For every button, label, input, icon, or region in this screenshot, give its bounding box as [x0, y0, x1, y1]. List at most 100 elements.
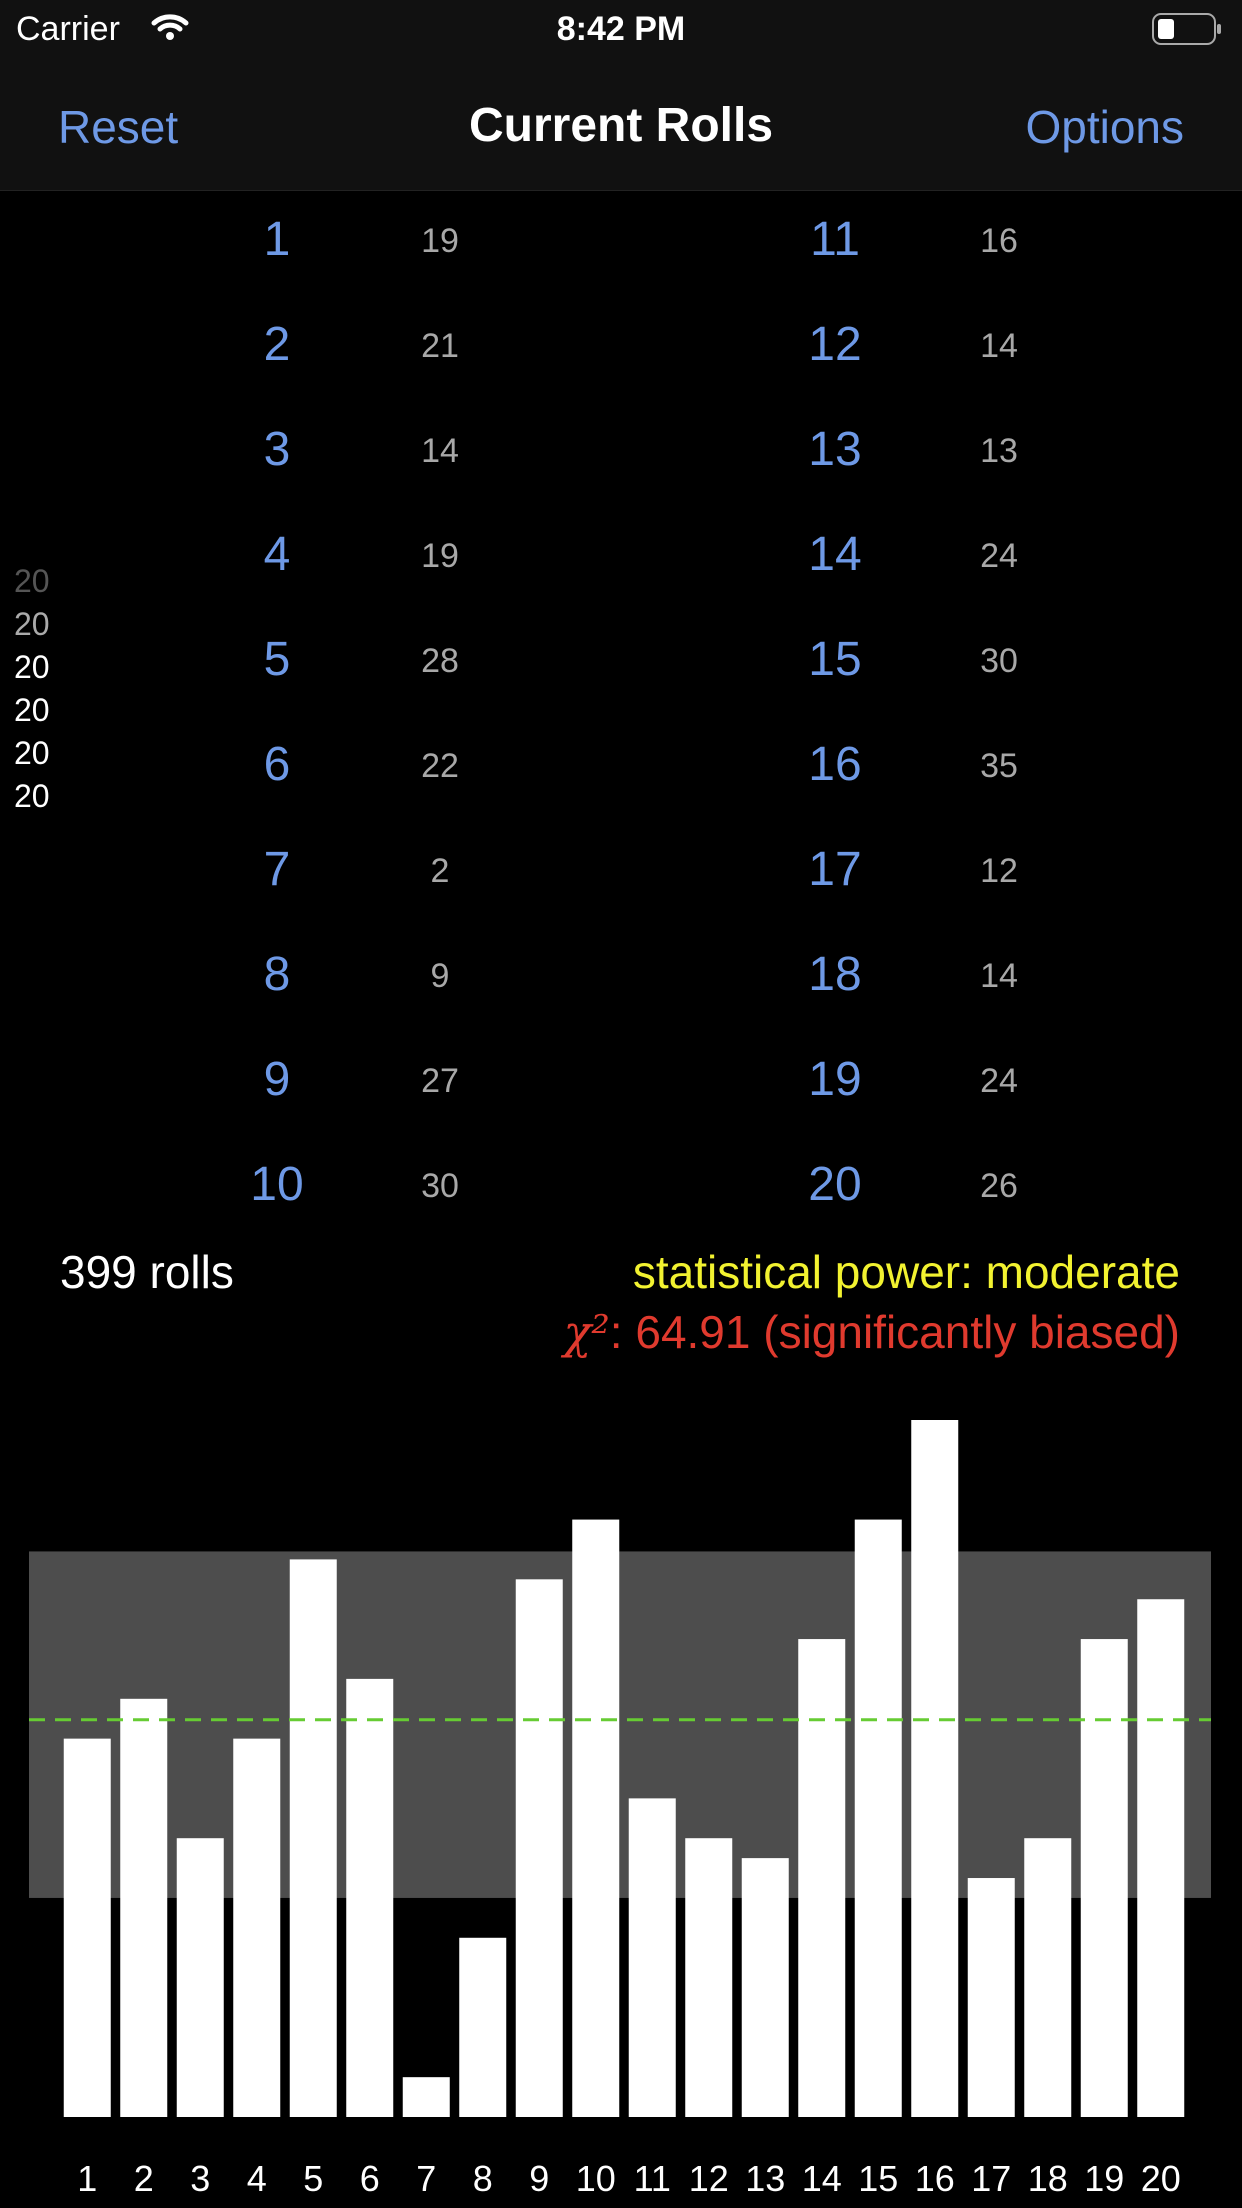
face-label: 6 — [263, 738, 291, 791]
x-tick-label: 7 — [416, 2158, 436, 2199]
face-count: 9 — [430, 957, 450, 995]
x-tick-label: 13 — [745, 2158, 785, 2199]
x-tick-label: 3 — [190, 2158, 210, 2199]
roll-distribution-chart: 1 2 3 4 5 6 7 8 9 10 11 12 13 14 15 16 17 18 19 20 — [29, 1420, 1211, 2199]
carrier-label: Carrier — [16, 10, 120, 48]
x-tick-label: 18 — [1028, 2158, 1068, 2199]
bar-face-14 — [798, 1639, 846, 2117]
x-tick-label: 10 — [576, 2158, 616, 2199]
face-label: 20 — [808, 1158, 862, 1211]
x-tick-label: 11 — [634, 2158, 671, 2199]
options-button[interactable]: Options — [1025, 101, 1184, 153]
face-label: 12 — [808, 318, 862, 371]
x-tick-label: 20 — [1141, 2158, 1181, 2199]
x-tick-label: 6 — [360, 2158, 380, 2199]
face-label: 4 — [263, 528, 291, 581]
roll-history-item: 20 — [14, 563, 50, 599]
face-label: 9 — [263, 1053, 291, 1106]
face-count: 19 — [421, 537, 459, 575]
roll-history: 20 20 20 20 20 20 — [0, 560, 70, 818]
x-tick-label: 12 — [689, 2158, 729, 2199]
page-title: Current Rolls — [468, 99, 774, 152]
status-bar: Carrier 8:42 PM — [0, 0, 1242, 60]
x-tick-label: 8 — [473, 2158, 493, 2199]
bar-face-1 — [63, 1738, 111, 2117]
face-count: 14 — [421, 432, 459, 470]
bar-face-16 — [911, 1420, 959, 2117]
face-count: 30 — [421, 1167, 459, 1205]
face-label: 2 — [263, 318, 291, 371]
chi-squared-result: χ²: 64.91 (significantly biased) — [563, 1305, 1180, 1359]
face-label: 17 — [808, 843, 862, 896]
clock: 8:42 PM — [556, 10, 686, 48]
face-label: 3 — [263, 423, 291, 476]
face-label: 16 — [808, 738, 862, 791]
bar-face-3 — [176, 1838, 224, 2117]
x-tick-label: 1 — [77, 2158, 97, 2199]
bar-face-15 — [854, 1519, 902, 2117]
face-count: 2 — [430, 852, 450, 890]
x-tick-label: 14 — [802, 2158, 842, 2199]
face-count: 22 — [421, 747, 459, 785]
expected-range-band — [29, 1551, 1211, 1898]
face-count: 14 — [980, 327, 1018, 365]
face-count: 12 — [980, 852, 1018, 890]
roll-history-item: 20 — [14, 735, 50, 771]
bar-face-10 — [572, 1519, 620, 2117]
x-tick-label: 4 — [247, 2158, 267, 2199]
x-tick-label: 2 — [134, 2158, 154, 2199]
bar-face-13 — [741, 1858, 789, 2117]
face-count: 35 — [980, 747, 1018, 785]
face-count: 30 — [980, 642, 1018, 680]
face-label: 5 — [263, 633, 291, 686]
bar-face-12 — [685, 1838, 733, 2117]
roll-history-item: 20 — [14, 778, 50, 814]
face-count: 24 — [980, 537, 1018, 575]
bar-face-6 — [346, 1678, 394, 2117]
roll-history-item: 20 — [14, 649, 50, 685]
face-label: 19 — [808, 1053, 862, 1106]
x-tick-label: 17 — [971, 2158, 1011, 2199]
bar-face-18 — [1024, 1838, 1072, 2117]
x-tick-label: 19 — [1084, 2158, 1124, 2199]
bar-face-19 — [1080, 1639, 1128, 2117]
reset-button[interactable]: Reset — [58, 101, 179, 153]
roll-history-item: 20 — [14, 692, 50, 728]
roll-total: 399 rolls — [60, 1246, 234, 1298]
face-count: 16 — [980, 222, 1018, 260]
face-label: 11 — [810, 213, 860, 266]
face-count: 13 — [980, 432, 1018, 470]
bar-face-7 — [402, 2077, 450, 2117]
bar-face-11 — [628, 1798, 676, 2117]
statistical-power: statistical power: moderate — [632, 1246, 1180, 1298]
face-label: 7 — [263, 843, 291, 896]
x-tick-label: 15 — [858, 2158, 898, 2199]
bar-face-8 — [459, 1937, 507, 2117]
battery-icon — [1152, 13, 1221, 45]
face-count: 21 — [421, 327, 459, 365]
face-count: 27 — [421, 1062, 459, 1100]
bar-face-17 — [967, 1878, 1015, 2117]
roll-history-item: 20 — [14, 606, 50, 642]
face-label: 13 — [808, 423, 862, 476]
face-label: 18 — [808, 948, 862, 1001]
bar-face-2 — [120, 1698, 168, 2117]
wifi-icon — [151, 14, 189, 40]
x-tick-label: 9 — [529, 2158, 549, 2199]
chi-value: : 64.91 (significantly biased) — [609, 1306, 1180, 1358]
x-tick-label: 16 — [915, 2158, 955, 2199]
bar-face-20 — [1137, 1599, 1185, 2117]
face-label: 15 — [808, 633, 862, 686]
face-count: 26 — [980, 1167, 1018, 1205]
face-label: 14 — [808, 528, 862, 581]
bar-face-5 — [289, 1559, 337, 2117]
nav-bar: Reset Current Rolls Options — [0, 60, 1242, 191]
bar-face-4 — [233, 1738, 281, 2117]
face-count: 14 — [980, 957, 1018, 995]
face-label: 8 — [263, 948, 291, 1001]
face-count: 28 — [421, 642, 459, 680]
face-label: 10 — [250, 1158, 304, 1211]
x-tick-label: 5 — [303, 2158, 323, 2199]
face-count: 19 — [421, 222, 459, 260]
face-count: 24 — [980, 1062, 1018, 1100]
